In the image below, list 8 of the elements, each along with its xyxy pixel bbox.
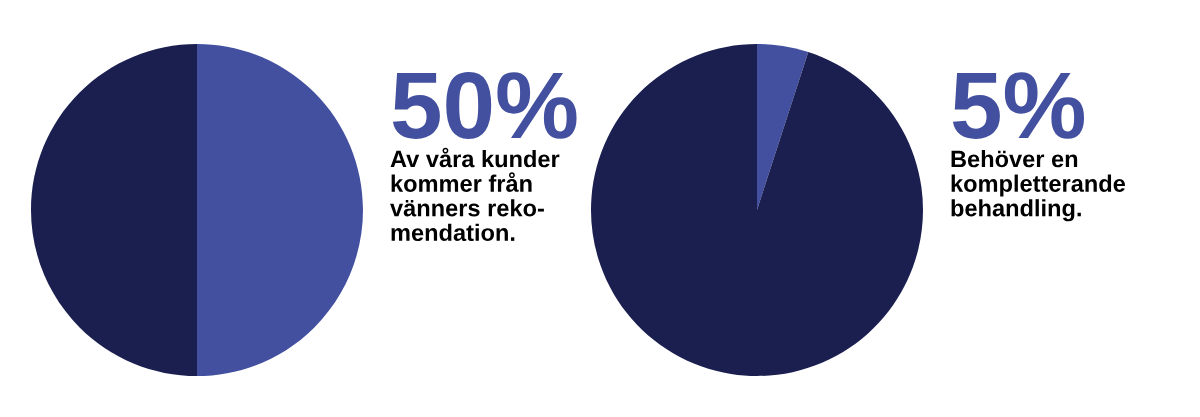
pie-slice	[757, 44, 809, 210]
text: 50%	[392, 72, 577, 139]
text: Behöver en kompletterande behandling.	[951, 150, 1126, 222]
pie-slice	[591, 44, 923, 376]
text: Av våra kunder kommer från vänners reko- mendation.	[390, 147, 560, 242]
text: 5%	[952, 72, 1085, 139]
pie-slice	[31, 44, 197, 376]
pie-slice	[197, 44, 363, 376]
